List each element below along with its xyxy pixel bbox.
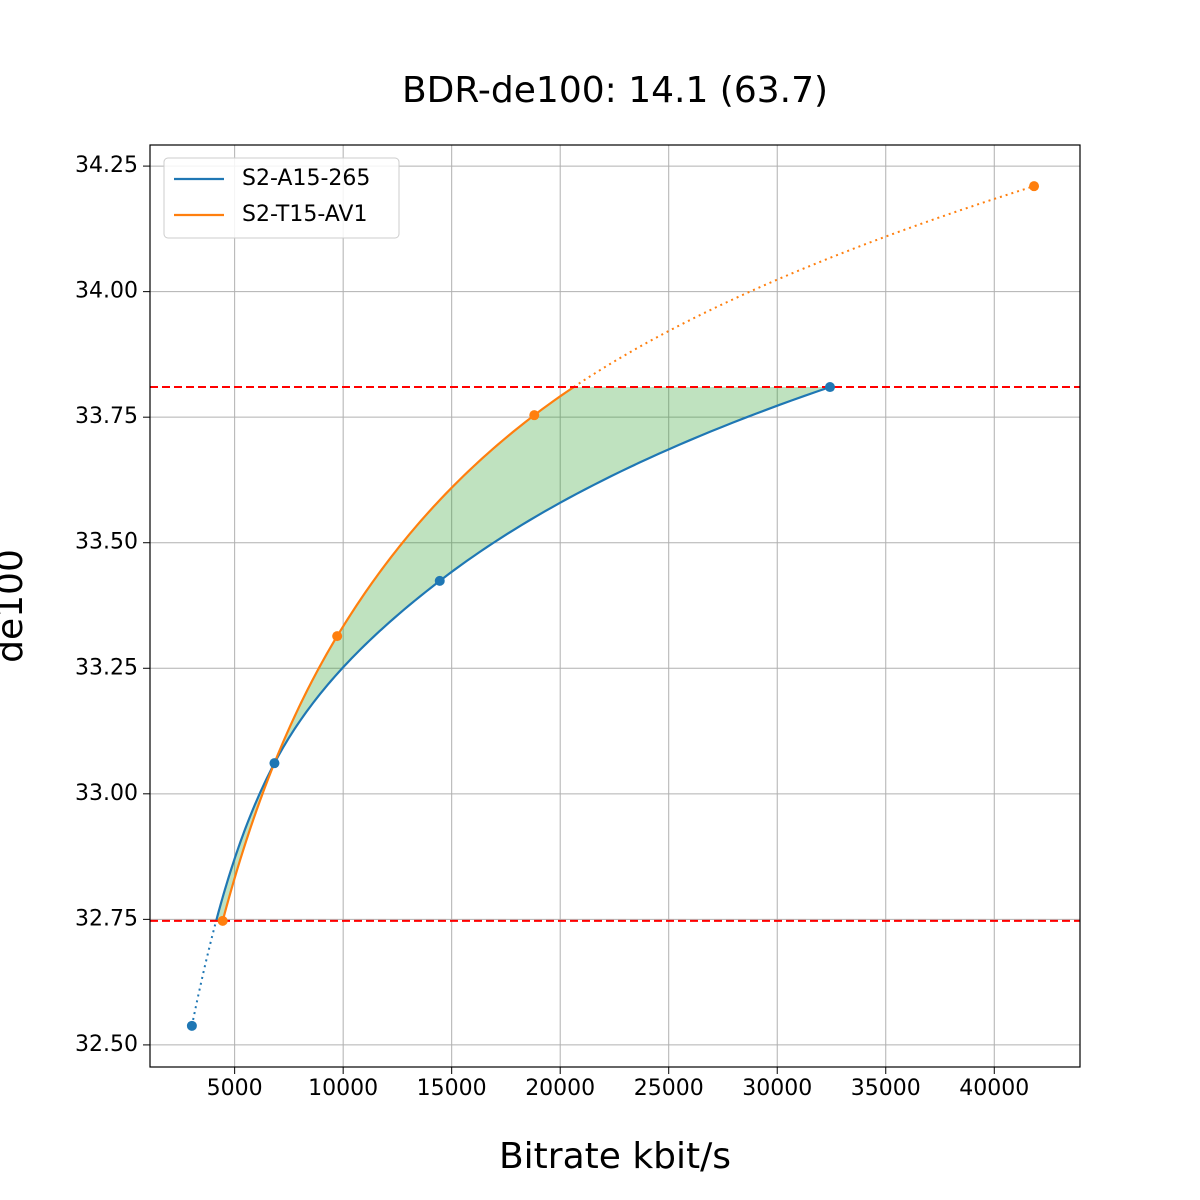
y-axis-label: de100 [0,549,31,663]
y-tick-label: 34.25 [75,153,138,178]
curve [215,386,831,922]
data-point [269,758,280,769]
y-tick-label: 32.75 [75,906,138,931]
data-point [434,575,445,586]
data-point [217,915,228,926]
x-tick-label: 20000 [525,1076,595,1101]
x-tick-label: 10000 [308,1076,378,1101]
curve [221,386,575,922]
legend-label: S2-T15-AV1 [242,202,367,227]
y-tick-label: 32.50 [75,1032,138,1057]
data-point [824,382,835,393]
data-point [186,1020,197,1031]
data-point [332,631,343,642]
curve-extrapolated [573,185,1035,388]
data-point [529,410,540,421]
x-tick-label: 15000 [417,1076,487,1101]
y-tick-label: 33.25 [75,655,138,680]
x-tick-label: 35000 [851,1076,921,1101]
y-tick-label: 33.75 [75,404,138,429]
y-tick-label: 34.00 [75,279,138,304]
plot-frame [149,144,1081,1068]
x-tick-label: 25000 [634,1076,704,1101]
x-tick-label: 30000 [742,1076,812,1101]
y-tick-label: 33.50 [75,530,138,555]
y-tick-label: 33.00 [75,781,138,806]
bd-area [216,387,830,921]
plot-area: 5000 10000 15000 20000 25000 30000 35000 40000 3… [75,144,1081,1101]
x-tick-label: 40000 [959,1076,1029,1101]
chart-title: BDR-de100: 14.1 (63.7) [402,70,828,111]
legend-label: S2-A15-265 [242,166,370,191]
x-tick-label: 5000 [207,1076,263,1101]
x-axis-label: Bitrate kbit/s [499,1136,731,1177]
data-point [1029,181,1040,192]
